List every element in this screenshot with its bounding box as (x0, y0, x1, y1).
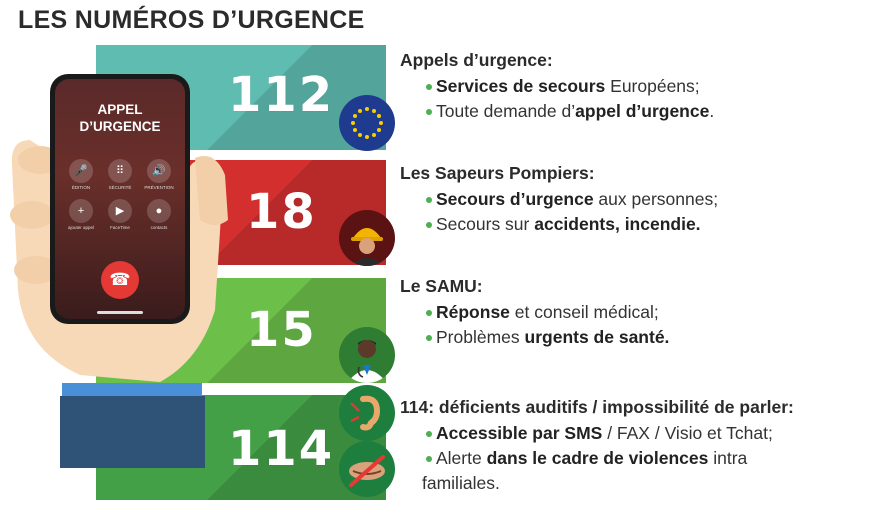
call-button-label: FaceTime (110, 225, 130, 230)
section-18: Les Sapeurs Pompiers: Secours d’urgence … (400, 163, 880, 237)
bold-text: urgents de santé. (524, 327, 670, 347)
home-indicator (97, 311, 143, 314)
list-item: Secours d’urgence aux personnes; (400, 187, 880, 212)
section-112: Appels d’urgence: Services de secours Eu… (400, 50, 880, 124)
call-button-label: ajouter appel (67, 225, 95, 230)
list-item: Secours sur accidents, incendie. (400, 212, 880, 237)
section-heading: Le SAMU: (400, 276, 483, 296)
section-114: 114: déficients auditifs / impossibilité… (400, 397, 880, 496)
text: / FAX / Visio et Tchat; (602, 423, 773, 443)
add-call-icon[interactable]: + (69, 199, 93, 223)
list-item: Toute demande d’appel d’urgence. (400, 99, 880, 124)
section-heading: Les Sapeurs Pompiers: (400, 163, 595, 183)
number-18: 18 (246, 184, 317, 240)
text: intra (708, 448, 748, 468)
bold-text: accidents, incendie. (534, 214, 701, 234)
doctor-icon (339, 327, 395, 383)
bullet-icon (426, 310, 432, 316)
text: . (709, 101, 715, 121)
facetime-icon[interactable]: ▶ (108, 199, 132, 223)
firefighter-icon (339, 210, 395, 266)
number-112: 112 (228, 67, 335, 123)
section-heading: Appels d’urgence: (400, 50, 553, 70)
bullet-icon (426, 197, 432, 203)
no-speak-icon (339, 441, 395, 497)
keypad-icon[interactable]: ⠿ (108, 159, 132, 183)
page-title: LES NUMÉROS D’URGENCE (18, 6, 365, 34)
list-item: Services de secours Européens; (400, 74, 880, 99)
list-item: Alerte dans le cadre de violences intra (400, 446, 880, 471)
text: Secours sur (436, 214, 535, 234)
call-button-label: ÉDITION (71, 185, 91, 190)
call-title-line1: APPEL (97, 102, 143, 117)
hangup-icon[interactable]: ☎ (101, 261, 139, 299)
bold-text: Services de secours (436, 76, 606, 96)
number-15: 15 (246, 302, 317, 358)
list-item-continuation: familiales. (422, 473, 500, 493)
text: Toute demande d’ (436, 101, 576, 121)
call-button-label: PRÉVENTION (144, 185, 174, 190)
bullet-icon (426, 456, 432, 462)
mic-off-icon[interactable]: 🎤 (69, 159, 93, 183)
bullet-icon (426, 222, 432, 228)
text: et conseil médical; (509, 302, 659, 322)
contacts-icon[interactable]: ● (147, 199, 171, 223)
call-title: APPEL D’URGENCE (55, 101, 185, 135)
bullet-icon (426, 84, 432, 90)
number-114: 114 (228, 421, 335, 477)
phone-screen: APPEL D’URGENCE 🎤 ÉDITION ⠿ SÉCURITÉ 🔊 P… (55, 79, 185, 319)
eu-flag-icon (339, 95, 395, 151)
text: Problèmes (436, 327, 525, 347)
call-title-line2: D’URGENCE (79, 119, 161, 134)
bold-text: Réponse (436, 302, 510, 322)
call-button-label: contacts (150, 225, 168, 230)
bold-text: dans le cadre de violences (486, 448, 709, 468)
text: Européens; (605, 76, 700, 96)
bullet-icon (426, 335, 432, 341)
sleeve (60, 396, 205, 468)
call-button-label: SÉCURITÉ (108, 185, 132, 190)
bullet-icon (426, 109, 432, 115)
phone: APPEL D’URGENCE 🎤 ÉDITION ⠿ SÉCURITÉ 🔊 P… (50, 74, 190, 324)
speaker-icon[interactable]: 🔊 (147, 159, 171, 183)
text: aux personnes; (593, 189, 719, 209)
ear-icon (339, 385, 395, 441)
list-item: Accessible par SMS / FAX / Visio et Tcha… (400, 421, 880, 446)
bullet-icon (426, 431, 432, 437)
bold-text: appel d’urgence (575, 101, 710, 121)
bold-text: Secours d’urgence (436, 189, 594, 209)
bold-text: Accessible par SMS (436, 423, 603, 443)
text: Alerte (436, 448, 487, 468)
shirt-cuff (62, 383, 202, 397)
list-item: Problèmes urgents de santé. (400, 325, 880, 350)
list-item: Réponse et conseil médical; (400, 300, 880, 325)
section-15: Le SAMU: Réponse et conseil médical; Pro… (400, 276, 880, 350)
section-heading: 114: déficients auditifs / impossibilité… (400, 397, 794, 417)
